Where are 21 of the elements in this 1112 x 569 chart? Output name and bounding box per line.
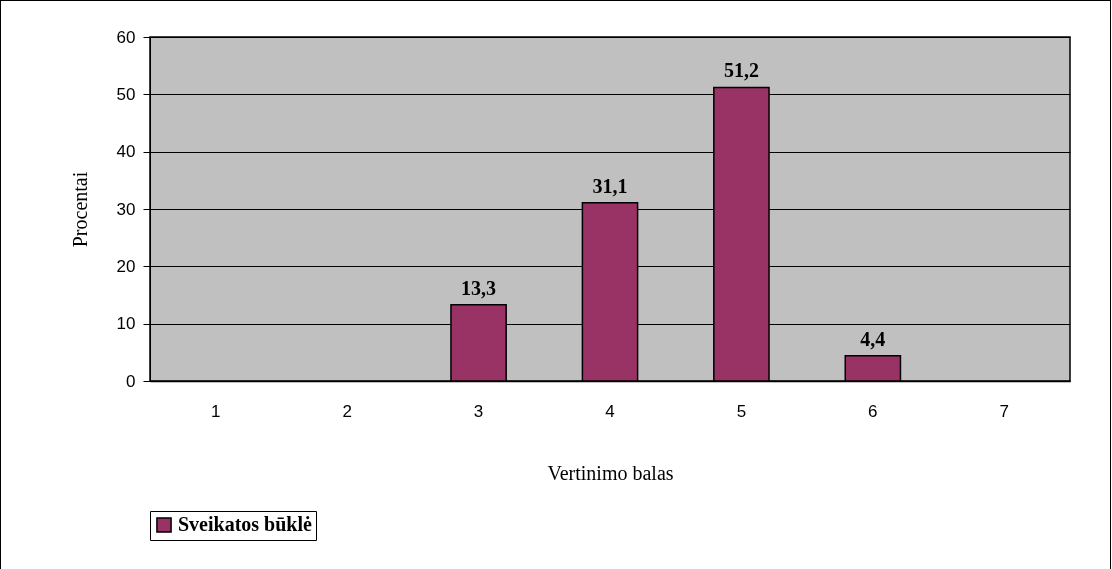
y-tick-label: 60	[116, 27, 136, 47]
x-tick-label: 4	[605, 401, 615, 421]
x-tick-label: 5	[736, 401, 747, 421]
legend-label: Sveikatos būklė	[178, 513, 313, 535]
y-tick-label: 10	[116, 314, 136, 334]
data-label: 31,1	[592, 174, 628, 197]
y-tick-label: 40	[116, 142, 136, 162]
y-axis-title: Procentai	[68, 171, 91, 248]
x-tick-label: 7	[999, 401, 1010, 421]
data-label: 13,3	[461, 276, 497, 299]
y-tick-label: 0	[126, 371, 136, 391]
y-tick-label: 20	[116, 256, 136, 276]
y-tick-label: 30	[116, 199, 136, 219]
y-tick-label: 50	[116, 84, 136, 104]
x-tick-label: 1	[210, 401, 221, 421]
x-tick-label: 2	[342, 401, 352, 421]
data-label: 51,2	[723, 59, 759, 82]
x-axis-title: Vertinimo balas	[547, 461, 674, 484]
x-tick-label: 6	[868, 401, 878, 421]
data-label: 4,4	[860, 327, 886, 350]
x-tick-label: 3	[473, 401, 484, 421]
